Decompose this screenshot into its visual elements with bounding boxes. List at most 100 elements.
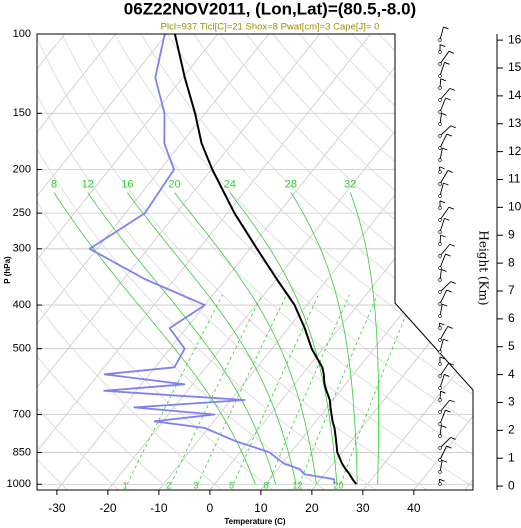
grid-line	[413, 34, 473, 490]
mixing-ratio-line	[267, 294, 350, 485]
moist-adiabat	[349, 192, 380, 485]
wind-barb-feather	[450, 125, 456, 129]
wind-barb-station	[438, 194, 442, 198]
dry-adiabat	[61, 34, 473, 490]
grid-line	[158, 34, 473, 490]
wind-barb-feather	[448, 206, 455, 210]
y2-tick-label: 5	[508, 339, 515, 353]
y-tick-label: 850	[13, 446, 31, 458]
wind-barb-feather	[443, 182, 449, 186]
wind-barb	[439, 253, 446, 269]
wind-barb-station	[438, 146, 442, 150]
wind-barb	[439, 281, 451, 293]
moist-adiabat	[174, 192, 317, 485]
wind-barb-feather	[446, 133, 452, 137]
wind-barb-feather	[445, 253, 451, 257]
y2-tick-label: 9	[508, 227, 515, 241]
dry-adiabat	[219, 34, 473, 490]
y-tick-label: 150	[13, 107, 31, 119]
wind-barb-station	[438, 482, 442, 486]
mixing-ratio-label: 5	[229, 480, 234, 490]
mixing-ratio-label: 3	[193, 480, 198, 490]
wind-barb-station	[438, 62, 442, 66]
dry-adiabat	[37, 34, 428, 490]
y2-tick-label: 3	[508, 395, 515, 409]
x-tick-label: 40	[407, 501, 421, 515]
temperature-line	[173, 34, 358, 485]
dry-adiabat	[114, 34, 473, 490]
dry-adiabat	[167, 34, 473, 490]
mixing-ratio-label: 12	[292, 480, 302, 490]
dry-adiabat	[37, 34, 120, 490]
dry-adiabat	[140, 34, 473, 490]
isotherm	[37, 34, 219, 490]
wind-barb-feather	[442, 459, 448, 463]
wind-barb-station	[438, 470, 442, 474]
isotherm	[37, 34, 321, 490]
plot-frame	[36, 33, 474, 491]
wind-barb-feather	[439, 44, 446, 47]
y-tick-label: 100	[13, 28, 31, 40]
wind-barb-feather	[439, 356, 446, 360]
chart-subtitle: Plcl=937 Tlcl[C]=21 Shox=8 Pwat[cm]=3 Ca…	[161, 22, 380, 33]
wind-barb	[439, 269, 442, 281]
grid-line	[56, 34, 423, 490]
dry-adiabat	[37, 34, 473, 490]
wind-barb	[439, 133, 448, 149]
wind-barb	[439, 445, 447, 461]
dry-adiabat	[193, 34, 473, 490]
wind-barb-station	[438, 338, 442, 342]
wind-barb-station	[438, 170, 442, 174]
wind-barb	[439, 97, 447, 113]
moist-adiabat-label: 28	[285, 178, 297, 190]
wind-barb-station	[438, 182, 442, 186]
wind-barb-feather	[444, 373, 450, 377]
wind-barb-station	[438, 86, 442, 90]
wind-barb-station	[438, 50, 442, 54]
wind-barb-station	[438, 422, 442, 426]
moist-adiabat-label: 16	[121, 178, 133, 190]
moist-adiabat	[87, 192, 277, 485]
wind-barb-feather	[439, 200, 446, 204]
y2-tick-label: 1	[508, 450, 515, 464]
y2-tick-label: 0	[508, 478, 515, 492]
wind-barb-feather	[446, 445, 452, 449]
wind-barb	[439, 339, 444, 353]
wind-barb	[439, 170, 449, 185]
wind-barb-feather	[442, 303, 448, 307]
wind-barb-station	[438, 446, 442, 450]
wind-barb	[439, 399, 451, 413]
wind-barb-station	[438, 350, 442, 354]
grid-line	[209, 34, 473, 490]
wind-barb-station	[438, 290, 442, 294]
grid-line	[311, 34, 473, 490]
x-tick-label: -20	[99, 501, 117, 515]
wind-barb	[439, 125, 452, 137]
y2-tick-label: 10	[508, 200, 521, 214]
mixing-ratio-line	[340, 294, 415, 485]
wind-barb-station	[438, 206, 442, 210]
wind-barb-station	[438, 38, 442, 42]
y-axis-title: P (hPa)	[3, 256, 12, 284]
wind-barb-feather	[443, 338, 449, 342]
wind-barb	[439, 243, 451, 257]
wind-barb-feather	[449, 399, 455, 403]
y-tick-label: 400	[13, 299, 31, 311]
wind-barb-feather	[440, 78, 446, 82]
wind-barb-station	[438, 314, 442, 318]
y2-tick-label: 12	[508, 144, 521, 158]
y2-tick-label: 15	[508, 60, 521, 74]
wind-barb-station	[438, 242, 442, 246]
wind-barb	[439, 206, 450, 221]
wind-barb	[439, 460, 443, 473]
wind-barb-feather	[445, 97, 451, 101]
y2-axis-title: Height (Km)	[477, 230, 491, 305]
wind-barb-feather	[441, 112, 447, 116]
isotherm	[37, 34, 372, 490]
y2-tick-label: 6	[508, 311, 515, 325]
dry-adiabat	[37, 34, 274, 490]
wind-barb	[439, 51, 450, 65]
wind-barb-station	[438, 230, 442, 234]
x-tick-label: -30	[48, 501, 66, 515]
